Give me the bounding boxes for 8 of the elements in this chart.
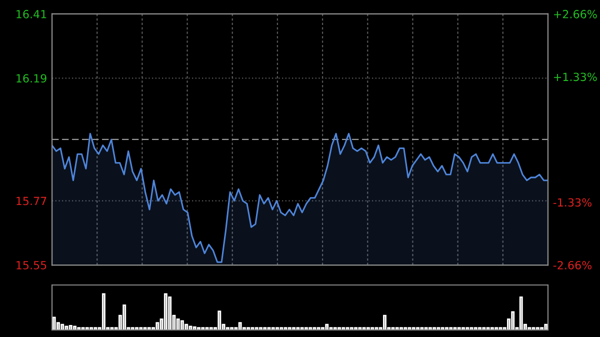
y2-tick-label: +1.33%: [554, 72, 597, 82]
y2-tick-label: +2.66%: [554, 10, 597, 18]
y2-tick-label: -1.33%: [553, 198, 592, 207]
y-tick-label: 15.55: [16, 261, 46, 270]
y-tick-label: 16.41: [16, 10, 46, 18]
y-tick-label: 16.19: [16, 74, 46, 83]
y-tick-label: 15.77: [16, 196, 46, 206]
y2-tick-label: -2.66%: [553, 260, 592, 270]
